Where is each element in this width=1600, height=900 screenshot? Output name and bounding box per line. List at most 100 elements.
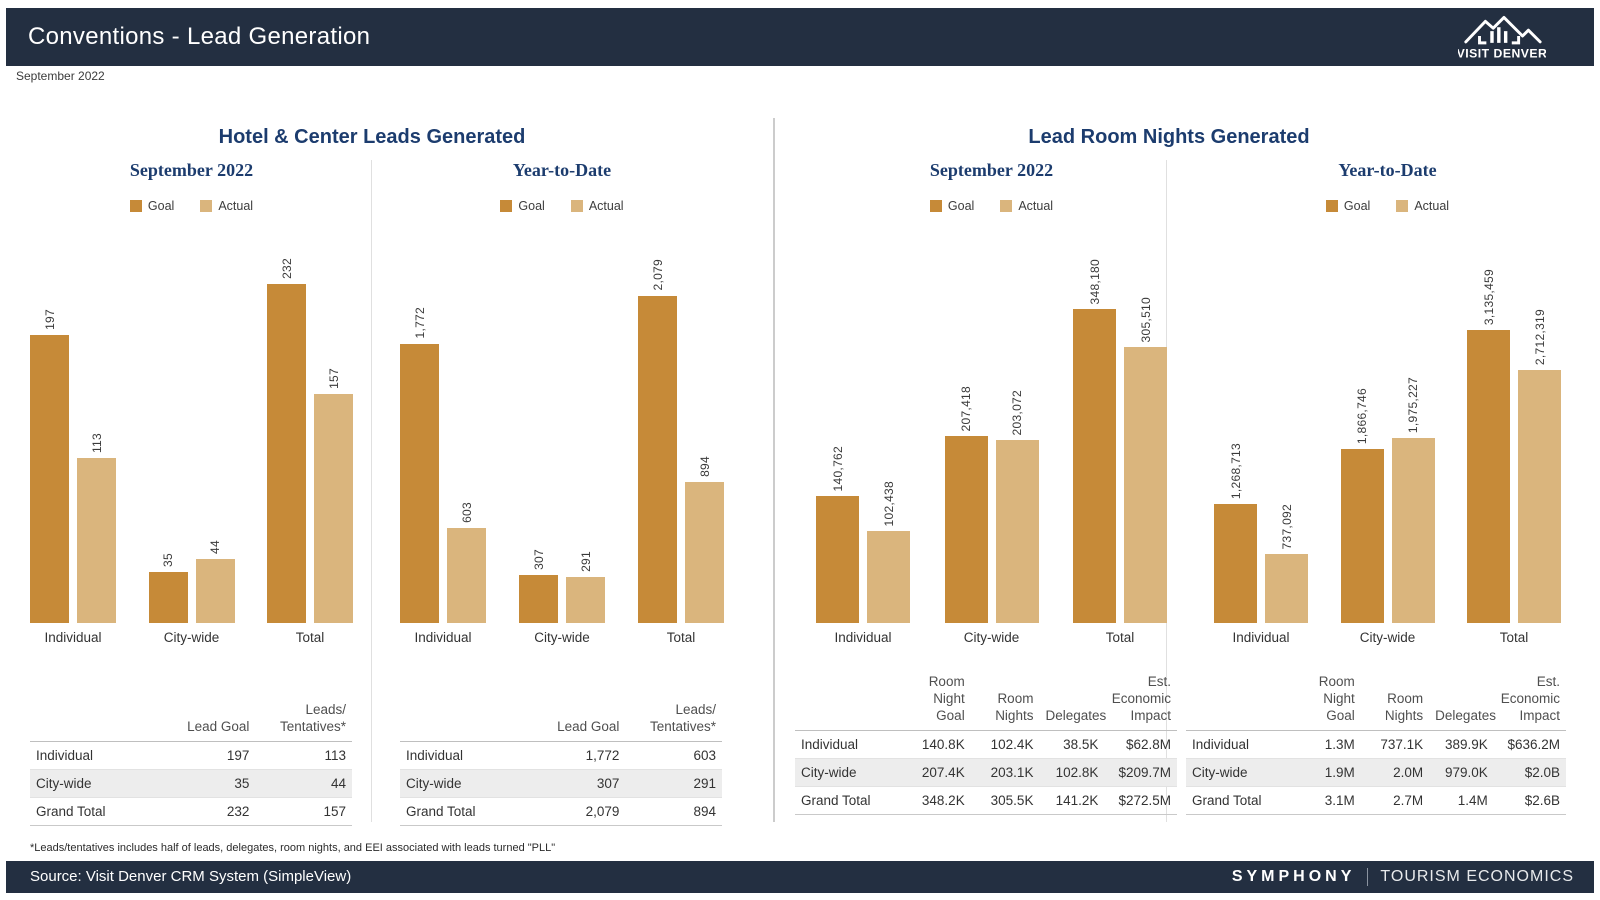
legend-item-goal[interactable]: Goal (929, 199, 975, 213)
chart-block-roomnights-september: September 2022 Goal Actual 140,762 102,438… (816, 160, 1167, 645)
bar-actual-individual[interactable] (447, 528, 486, 623)
column-header: Est. Economic Impact (1111, 674, 1171, 723)
bar-goal-city-wide[interactable] (1340, 449, 1384, 623)
column-header: Leads/ Tentatives* (649, 702, 716, 734)
bar-value-label: 2,079 (650, 259, 665, 291)
table-leads-september: Lead Goal Leads/ Tentatives* Individual 197… (30, 700, 352, 826)
category-label: City-wide (1359, 630, 1416, 645)
bar-actual-total[interactable] (1518, 370, 1561, 623)
legend-swatch-actual (570, 200, 583, 212)
bars: 232 157 (267, 258, 353, 623)
bar-goal-individual[interactable] (1214, 504, 1257, 623)
legend-item-actual[interactable]: Actual (200, 199, 253, 213)
bar-value-label: 1,866,746 (1355, 387, 1369, 444)
bars: 3,135,459 2,712,319 (1467, 269, 1561, 623)
bar-wrap: 140,762 (816, 446, 859, 623)
bars: 1,866,746 1,975,227 (1340, 377, 1435, 623)
bar-goal-city-wide[interactable] (944, 436, 988, 623)
row-label: Grand Total (1186, 786, 1289, 815)
table-row: City-wide 307 291 (400, 769, 722, 798)
row-label: Grand Total (30, 797, 172, 826)
symphony-tourism-economics-logo: SYMPHONY TOURISM ECONOMICS (1232, 861, 1574, 893)
cell-value: 207.4K (898, 758, 971, 787)
footer-bar: Source: Visit Denver CRM System (SimpleV… (6, 861, 1594, 893)
column-header: Room Nights (1384, 690, 1424, 723)
bar-actual-individual[interactable] (867, 531, 910, 623)
bar-actual-city-wide[interactable] (1391, 438, 1435, 623)
bar-wrap: 1,268,713 (1214, 443, 1257, 623)
cell-value: 3.1M (1288, 786, 1361, 815)
bar-wrap: 291 (566, 551, 605, 623)
bar-value-label: 2,712,319 (1532, 308, 1547, 365)
category-label: Total (666, 630, 696, 645)
legend: Goal Actual (1214, 198, 1561, 214)
header-bar: Conventions - Lead Generation VISIT DENV… (6, 8, 1594, 66)
cell-value: 307 (541, 769, 626, 798)
bar-wrap: 3,135,459 (1467, 269, 1510, 623)
cell-value: 157 (255, 797, 352, 826)
legend-swatch-actual (200, 200, 213, 212)
cell-value: $62.8M (1104, 730, 1177, 759)
bar-goal-individual[interactable] (30, 335, 69, 623)
bar-actual-individual[interactable] (1265, 554, 1308, 623)
category-label: Individual (834, 630, 892, 645)
bar-value-label: 737,092 (1279, 503, 1294, 549)
bars: 2,079 894 (638, 259, 724, 623)
bar-value-label: 35 (161, 553, 175, 567)
column-header: Est. Economic Impact (1500, 674, 1560, 723)
table-row: Individual 197 113 (30, 741, 352, 770)
center-divider (773, 118, 775, 822)
category-label: Total (1499, 630, 1529, 645)
bar-actual-total[interactable] (1124, 347, 1167, 623)
column-header (795, 672, 898, 730)
legend-item-actual[interactable]: Actual (1396, 199, 1449, 213)
bars: 197 113 (30, 309, 116, 623)
bar-goal-city-wide[interactable] (519, 575, 558, 623)
row-label: Grand Total (400, 797, 542, 826)
bar-goal-total[interactable] (1467, 330, 1510, 623)
bar-value-label: 197 (42, 309, 57, 330)
cell-value: 102.8K (1039, 758, 1105, 787)
table-leads-ytd: Lead Goal Leads/ Tentatives* Individual 1,7… (400, 700, 722, 826)
bar-goal-individual[interactable] (400, 344, 439, 623)
cell-value: 737.1K (1360, 730, 1430, 759)
bar-actual-city-wide[interactable] (195, 559, 235, 623)
bar-actual-city-wide[interactable] (566, 577, 605, 623)
table-header-row: Room Night Goal Room Nights Delegates Est. … (795, 672, 1177, 731)
category-label: Individual (414, 630, 472, 645)
cell-value: 2,079 (541, 797, 626, 826)
legend-item-actual[interactable]: Actual (570, 199, 624, 213)
cell-value: 979.0K (1429, 758, 1494, 787)
bar-actual-individual[interactable] (77, 458, 116, 623)
bar-group-total: 232 157 Total (267, 258, 353, 647)
bar-goal-city-wide[interactable] (148, 572, 188, 623)
bar-goal-total[interactable] (1073, 309, 1116, 623)
legend-swatch-goal (500, 200, 513, 212)
table-row: City-wide 207.4K 203.1K 102.8K $209.7M (795, 758, 1177, 787)
legend-label: Goal (947, 199, 975, 213)
cell-value: 1.3M (1288, 730, 1361, 759)
column-header: Delegates (1435, 707, 1496, 723)
legend-item-actual[interactable]: Actual (1000, 199, 1053, 213)
table-header-row: Lead Goal Leads/ Tentatives* (30, 700, 352, 742)
bar-wrap: 157 (314, 368, 353, 623)
bar-actual-total[interactable] (685, 482, 724, 623)
cell-value: 2.7M (1360, 786, 1430, 815)
bar-chart-roomnights-ytd: 1,268,713 737,092 Individual 1,866,746 1,975… (1214, 223, 1561, 647)
bar-actual-city-wide[interactable] (995, 440, 1039, 623)
bar-group-city-wide: 307 291 City-wide (519, 549, 605, 647)
bar-value-label: 894 (697, 456, 712, 477)
bar-goal-total[interactable] (267, 284, 306, 623)
section-title-leads: Hotel & Center Leads Generated (218, 126, 526, 148)
bars: 1,772 603 (400, 307, 486, 623)
table-header-row: Lead Goal Leads/ Tentatives* (400, 700, 722, 742)
legend-item-goal[interactable]: Goal (129, 199, 174, 213)
bar-value-label: 113 (89, 432, 104, 453)
bar-goal-total[interactable] (638, 296, 677, 623)
cell-value: 1,772 (541, 741, 626, 770)
legend-item-goal[interactable]: Goal (500, 199, 545, 213)
legend-item-goal[interactable]: Goal (1325, 199, 1370, 213)
bar-goal-individual[interactable] (816, 496, 859, 623)
bar-actual-total[interactable] (314, 394, 353, 623)
